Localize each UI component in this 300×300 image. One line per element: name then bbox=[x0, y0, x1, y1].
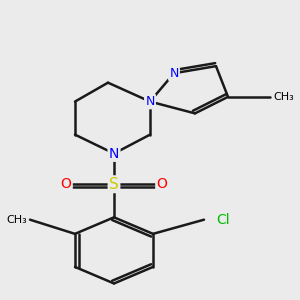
Text: Cl: Cl bbox=[216, 213, 230, 227]
Text: S: S bbox=[109, 177, 119, 192]
Text: N: N bbox=[169, 67, 179, 80]
Text: O: O bbox=[61, 177, 71, 191]
Text: N: N bbox=[109, 146, 119, 161]
Text: O: O bbox=[157, 177, 167, 191]
Text: N: N bbox=[145, 95, 155, 108]
Text: CH₃: CH₃ bbox=[273, 92, 294, 102]
Text: CH₃: CH₃ bbox=[6, 215, 27, 225]
